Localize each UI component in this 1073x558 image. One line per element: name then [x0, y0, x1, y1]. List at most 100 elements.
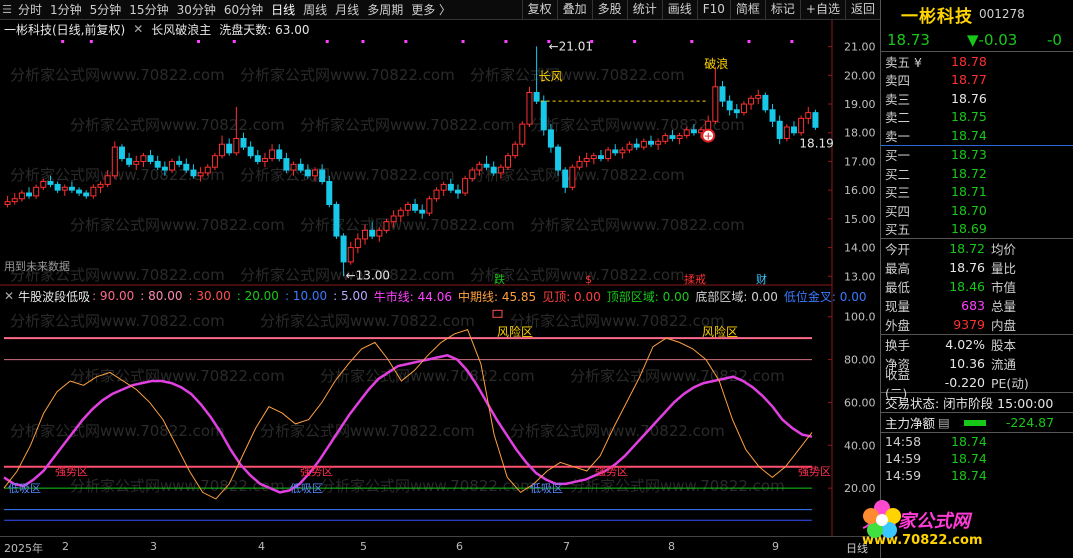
osc-axis-label: 100.0	[844, 311, 876, 324]
indicator-close-icon[interactable]: ✕	[133, 22, 144, 36]
period-tab[interactable]: 周线	[303, 3, 328, 17]
candle-body	[362, 229, 369, 240]
book-row[interactable]: 卖四 18.77	[881, 71, 1073, 90]
book-price: 18.77	[951, 72, 987, 88]
candle-body	[76, 189, 83, 194]
candle-body	[540, 100, 547, 131]
book-price: 18.73	[951, 147, 987, 163]
candle-body	[647, 140, 654, 145]
bull-line-value: 牛市线: 44.06	[373, 289, 452, 304]
book-row[interactable]: 买二 18.72	[881, 164, 1073, 183]
candle-body	[369, 229, 376, 237]
low-zone-label: 低吸区	[290, 482, 323, 495]
period-tab[interactable]: 30分钟	[176, 3, 216, 17]
book-row[interactable]: 卖五 ¥ 18.78	[881, 52, 1073, 71]
period-tab[interactable]: 分时	[18, 3, 43, 17]
book-price: 18.76	[951, 90, 987, 106]
candle-body	[90, 186, 97, 197]
period-tab[interactable]: 更多 〉	[411, 3, 452, 17]
toolbar-button[interactable]: F10	[696, 0, 730, 19]
candle-body	[61, 186, 68, 191]
signal-dot	[461, 40, 465, 43]
book-row[interactable]: 买五 18.69	[881, 220, 1073, 239]
candle-body	[276, 149, 283, 160]
candle-body	[497, 166, 504, 174]
price-axis-label: 17.00	[844, 155, 876, 168]
candle-body	[26, 192, 33, 197]
risk-zone-label: 风险区	[497, 324, 533, 339]
toolbar-button[interactable]: 标记	[764, 0, 800, 19]
candle-body	[326, 181, 333, 205]
period-tab[interactable]: 5分钟	[89, 3, 122, 17]
stats-block: 今开 18.72 均价 最高 18.76 量比 最低 18.46 市值 现量 683 总量 外盘 9379…	[881, 239, 1073, 334]
candle-body	[762, 94, 769, 111]
book-row[interactable]: 买四 18.70	[881, 201, 1073, 220]
strong-zone-label: 强势区	[595, 465, 628, 478]
candle-body	[397, 209, 404, 217]
stat-label: 外盘	[885, 318, 911, 333]
date-axis: 2025年 2 3 4 5 6 7 8 9 日线	[0, 536, 880, 558]
grid-icon[interactable]: ▤	[938, 415, 950, 430]
candle-body	[197, 172, 204, 177]
book-row[interactable]: 卖一 18.74	[881, 126, 1073, 145]
toolbar-button[interactable]: 统计	[626, 0, 662, 19]
oscillator-chart[interactable]: 分析家公式网www.70822.com 分析家公式网www.70822.com 分析…	[0, 286, 876, 536]
toolbar-button[interactable]: 简框	[729, 0, 765, 19]
book-row[interactable]: 卖二 18.75	[881, 108, 1073, 127]
indicator-close-icon[interactable]: ✕	[4, 289, 15, 303]
signal-dot	[325, 40, 329, 43]
kline-chart[interactable]: 分析家公式网www.70822.com 分析家公式网www.70822.com 分析…	[0, 20, 876, 286]
candle-body	[412, 203, 419, 211]
toolbar-button[interactable]: 多股	[591, 0, 627, 19]
buy-marker-icon[interactable]	[701, 128, 716, 143]
book-label: 卖一	[885, 128, 911, 144]
date-tick: 8	[668, 540, 675, 553]
candle-body	[690, 129, 697, 134]
watermark: 分析家公式网www.70822.com	[320, 367, 535, 385]
candle-body	[40, 181, 47, 188]
bid-book: 买一 18.73 买二 18.72 买三 18.71 买四 18.70 买五 18.69	[881, 146, 1073, 239]
tick-time: 14:59	[885, 468, 922, 483]
toolbar-button[interactable]: 复权	[521, 0, 557, 19]
book-label: 买一	[885, 148, 911, 164]
candle-body	[576, 160, 583, 168]
book-row[interactable]: 买一 18.73	[881, 146, 1073, 165]
divider	[881, 334, 1073, 335]
candle-body	[705, 120, 712, 131]
stat-label: 换手	[885, 338, 911, 353]
toolbar-button[interactable]: 返回	[844, 0, 880, 19]
candle-body	[597, 155, 604, 160]
book-price: 18.71	[951, 184, 987, 200]
candle-body	[740, 103, 747, 114]
period-tab[interactable]: 多周期	[367, 3, 404, 17]
candle-body	[776, 120, 783, 139]
stat-row: 外盘 9379 内盘	[881, 315, 1073, 334]
candle-body	[676, 135, 683, 139]
watermark: 分析家公式网www.70822.com	[510, 422, 725, 440]
period-toolbar: ☰ 分时 1分钟 5分钟 15分钟 30分钟 60分钟 日线 周线 月线 多周期 更多 〉 复权 叠加…	[0, 0, 880, 20]
stat-label: 今开	[885, 242, 911, 257]
toolbar-button[interactable]: 画线	[661, 0, 697, 19]
period-tab[interactable]: 日线	[271, 3, 296, 17]
book-row[interactable]: 卖三 18.76	[881, 89, 1073, 108]
book-price: 18.72	[951, 165, 987, 181]
stat-label-2: 内盘	[991, 318, 1017, 333]
period-tab[interactable]: 1分钟	[50, 3, 82, 17]
stat-value: 9379	[953, 317, 985, 332]
period-tab[interactable]: 60分钟	[223, 3, 264, 17]
candle-body	[419, 209, 426, 214]
toolbar-button[interactable]: 叠加	[556, 0, 592, 19]
signal-dot	[89, 40, 93, 43]
menu-icon[interactable]: ☰	[2, 3, 12, 16]
book-row[interactable]: 买三 18.71	[881, 183, 1073, 202]
candle-body	[790, 126, 797, 134]
watermark: 分析家公式网www.70822.com	[530, 216, 745, 234]
kline-svg: 分析家公式网www.70822.com 分析家公式网www.70822.com 分析…	[0, 20, 876, 286]
period-tab[interactable]: 月线	[335, 3, 360, 17]
level-20: : 20.00	[236, 289, 279, 303]
signal-dot	[404, 40, 408, 43]
price-axis-label: 13.00	[844, 270, 876, 283]
period-tab[interactable]: 15分钟	[129, 3, 169, 17]
candle-body	[340, 235, 347, 263]
toolbar-button[interactable]: +自选	[799, 0, 845, 19]
